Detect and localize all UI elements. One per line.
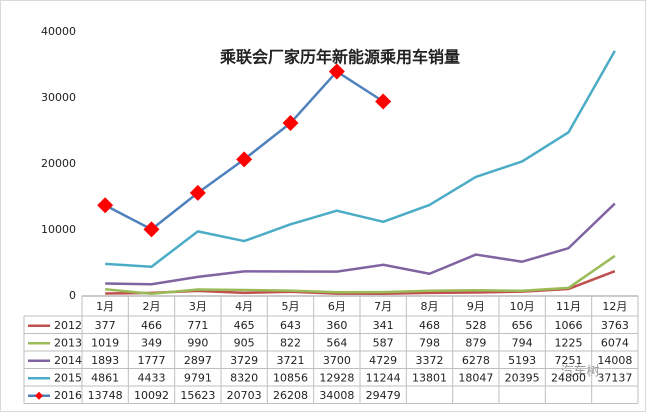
table-value: 4729	[369, 354, 397, 367]
y-tick-label: 0	[69, 289, 76, 302]
table-value: 5193	[508, 354, 536, 367]
x-tick-label: 7月	[374, 300, 392, 313]
x-tick-label: 9月	[467, 300, 485, 313]
table-value: 360	[326, 319, 347, 332]
legend-label: 2013	[54, 336, 82, 349]
table-value: 13748	[88, 389, 123, 402]
table-value: 3700	[323, 354, 351, 367]
table-value: 468	[419, 319, 440, 332]
table-value: 12928	[319, 371, 354, 384]
table-value: 341	[373, 319, 394, 332]
x-tick-label: 11月	[556, 300, 581, 313]
table-value: 465	[234, 319, 255, 332]
table-value: 10856	[273, 371, 308, 384]
table-value: 26208	[273, 389, 308, 402]
x-tick-label: 12月	[602, 300, 627, 313]
table-value: 20395	[505, 371, 540, 384]
table-value: 1066	[555, 319, 583, 332]
table-value: 794	[512, 336, 533, 349]
table-value: 15623	[180, 389, 215, 402]
chart-title: 乘联会厂家历年新能源乘用车销量	[219, 48, 460, 67]
table-value: 587	[373, 336, 394, 349]
marker	[97, 197, 114, 214]
table-value: 3729	[230, 354, 258, 367]
table-value: 3721	[277, 354, 305, 367]
x-tick-label: 1月	[96, 300, 114, 313]
table-value: 34008	[319, 389, 354, 402]
marker	[375, 93, 392, 110]
table-value: 643	[280, 319, 301, 332]
table-value: 1893	[91, 354, 119, 367]
x-tick-label: 3月	[189, 300, 207, 313]
table-value: 18047	[458, 371, 493, 384]
table-value: 564	[326, 336, 347, 349]
table-value: 377	[95, 319, 116, 332]
x-tick-label: 10月	[510, 300, 535, 313]
x-tick-label: 2月	[143, 300, 161, 313]
table-value: 6278	[462, 354, 490, 367]
table-value: 2897	[184, 354, 212, 367]
table-value: 3372	[416, 354, 444, 367]
marker	[35, 391, 43, 400]
marker	[282, 115, 299, 132]
table-value: 8320	[230, 371, 258, 384]
table-value: 1225	[555, 336, 583, 349]
y-tick-label: 20000	[41, 157, 76, 170]
table-value: 1777	[138, 354, 166, 367]
legend-label: 2012	[54, 319, 82, 332]
legend-label: 2014	[54, 354, 82, 367]
table-value: 656	[512, 319, 533, 332]
table-value: 37137	[597, 371, 632, 384]
table-value: 10092	[134, 389, 169, 402]
table-value: 1019	[91, 336, 119, 349]
table-value: 905	[234, 336, 255, 349]
table-value: 798	[419, 336, 440, 349]
table-value: 990	[187, 336, 208, 349]
x-tick-label: 8月	[421, 300, 439, 313]
table-value: 13801	[412, 371, 447, 384]
table-value: 879	[465, 336, 486, 349]
table-value: 29479	[366, 389, 401, 402]
legend-label: 2015	[54, 371, 82, 384]
series-line	[105, 254, 616, 295]
y-tick-label: 10000	[41, 223, 76, 236]
table-value: 3763	[601, 319, 629, 332]
table-value: 20703	[227, 389, 262, 402]
table-value: 822	[280, 336, 301, 349]
table-value: 528	[465, 319, 486, 332]
marker	[143, 221, 160, 238]
x-tick-label: 5月	[282, 300, 300, 313]
watermark: 汽车树	[560, 364, 599, 380]
series-line	[105, 202, 616, 286]
x-tick-label: 4月	[235, 300, 253, 313]
series-line	[105, 50, 616, 268]
table-value: 7251	[555, 354, 583, 367]
table-value: 4861	[91, 371, 119, 384]
marker	[236, 151, 253, 168]
table-value: 349	[141, 336, 162, 349]
x-tick-label: 6月	[328, 300, 346, 313]
y-tick-label: 40000	[41, 25, 76, 38]
table-value: 11244	[366, 371, 401, 384]
table-value: 771	[187, 319, 208, 332]
y-tick-label: 30000	[41, 91, 76, 104]
table-value: 6074	[601, 336, 629, 349]
marker	[328, 63, 345, 80]
table-value: 466	[141, 319, 162, 332]
table-value: 14008	[597, 354, 632, 367]
table-value: 4433	[138, 371, 166, 384]
marker	[189, 184, 206, 201]
table-value: 9791	[184, 371, 212, 384]
legend-label: 2016	[54, 389, 82, 402]
table-value: 24800	[551, 371, 586, 384]
